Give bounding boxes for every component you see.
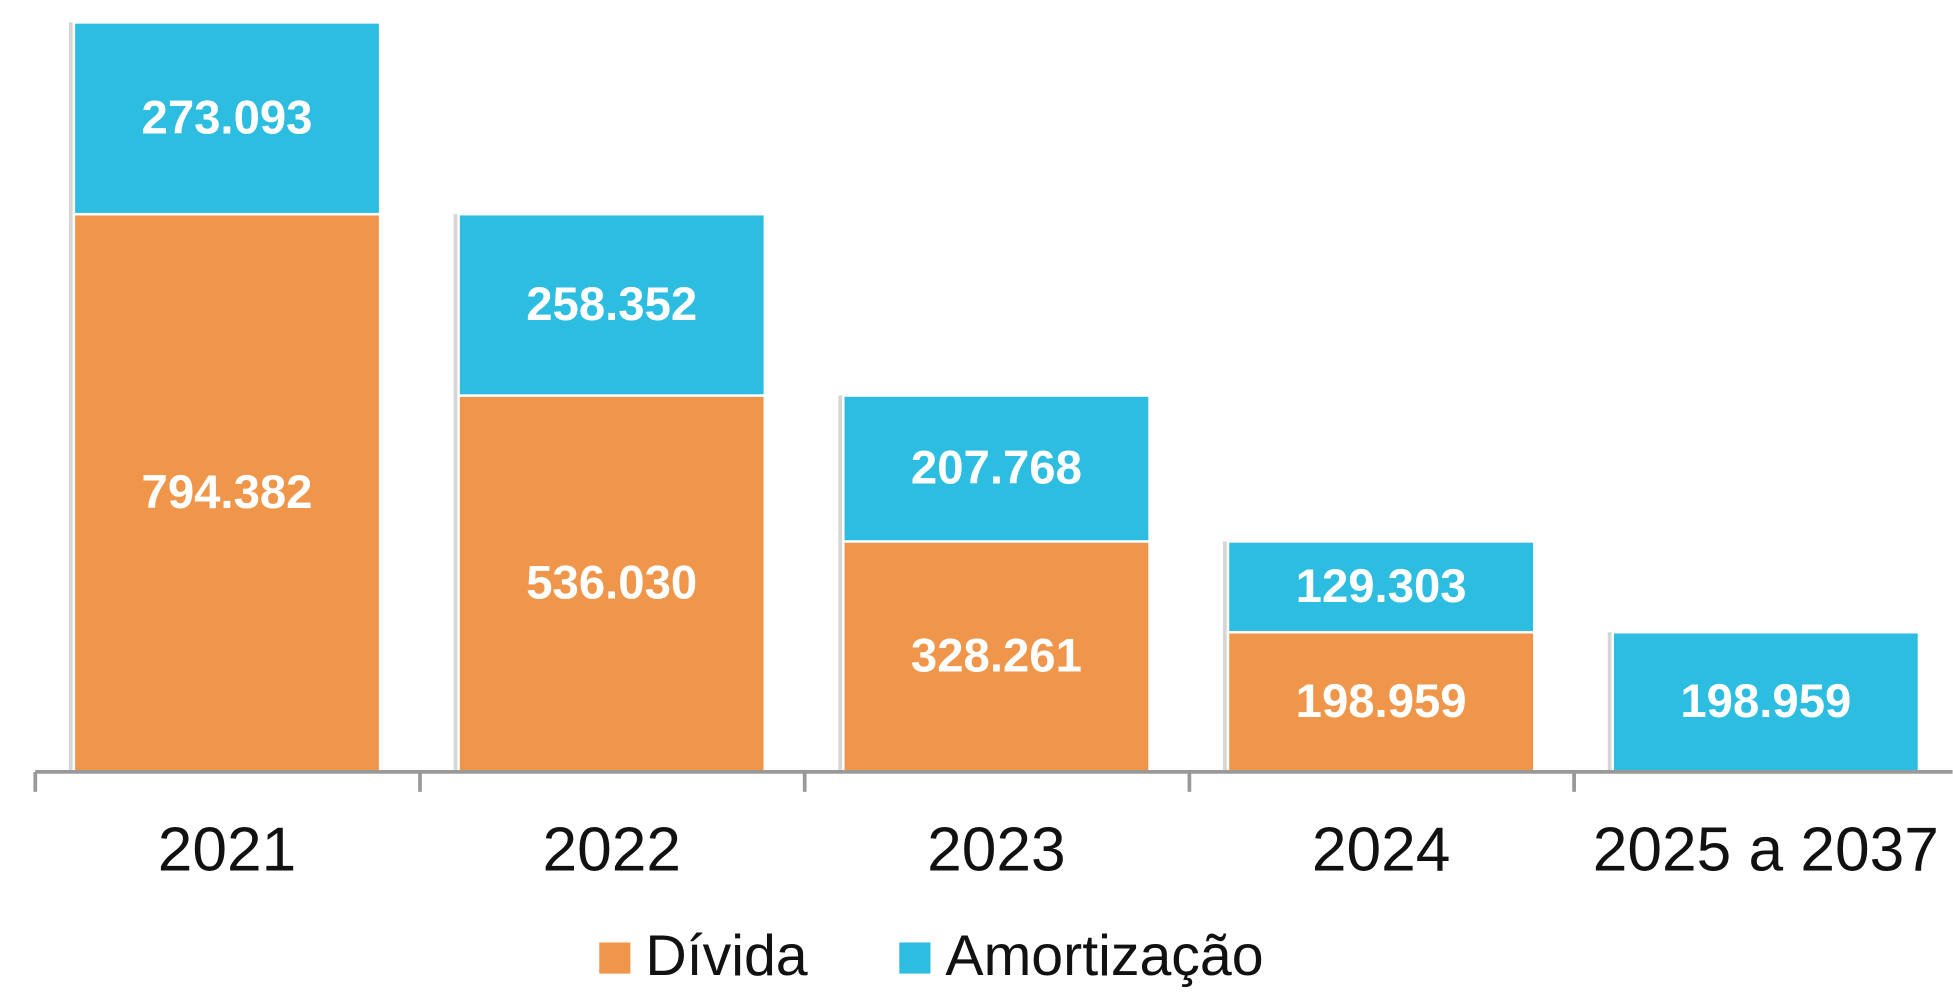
bar-segment <box>72 21 382 216</box>
value-label: 794.382 <box>142 466 313 519</box>
bar-segment <box>457 212 767 397</box>
bar-shadow <box>838 395 844 542</box>
bar-shadow <box>1223 541 1228 633</box>
bars: 794.382 273.093 536.030 258.352 328.261 207.7… <box>68 21 1921 774</box>
value-label: 198.959 <box>1680 675 1851 728</box>
legend-swatch <box>599 942 631 974</box>
bar-shadow <box>1607 632 1613 772</box>
x-tick-label: 2023 <box>927 816 1065 885</box>
bar-shadow <box>68 214 74 772</box>
x-tick-label: 2022 <box>542 816 680 885</box>
bar-shadow <box>68 22 74 215</box>
legend-swatch <box>899 942 931 974</box>
x-tick-label: 2025 a 2037 <box>1593 816 1939 885</box>
bar-segment <box>72 212 382 774</box>
value-label: 328.261 <box>911 630 1082 683</box>
x-tick-label: 2024 <box>1312 816 1450 885</box>
bar-shadow <box>453 395 459 772</box>
value-label: 273.093 <box>142 91 313 144</box>
legend-label: Amortização <box>945 924 1263 988</box>
value-label: 207.768 <box>911 441 1082 494</box>
bar-segment <box>1226 540 1536 634</box>
value-label: 536.030 <box>526 557 697 610</box>
legend-label: Dívida <box>645 924 807 988</box>
value-label: 198.959 <box>1296 675 1467 728</box>
value-label: 258.352 <box>526 278 697 331</box>
bar-segment <box>1611 630 1921 774</box>
x-axis: 2021 2022 2023 2024 2025 a 2037 <box>33 770 1953 885</box>
bar-segment <box>842 394 1151 543</box>
bar-shadow <box>838 541 844 772</box>
value-label: 129.303 <box>1296 560 1467 613</box>
legend: Dívida Amortização <box>599 924 1264 988</box>
bar-shadow <box>453 214 459 396</box>
x-tick-label: 2021 <box>158 816 296 885</box>
bar-shadow <box>1223 632 1228 772</box>
bar-segment <box>1226 630 1536 774</box>
